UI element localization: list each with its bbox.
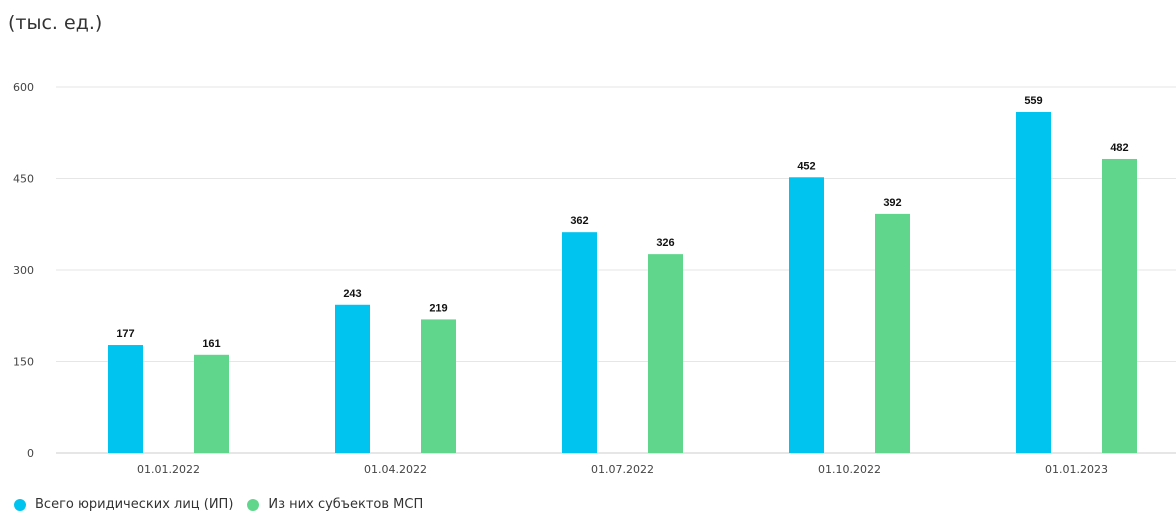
data-label: 452 <box>797 160 815 172</box>
bar-series-1[interactable] <box>335 304 370 453</box>
y-tick-label: 150 <box>13 356 34 369</box>
bars <box>108 112 1137 454</box>
bar-chart: 0 150 300 450 600 177 161 243 219 362 326 452 392 55… <box>13 81 1176 476</box>
x-tick-label: 01.07.2022 <box>591 463 654 476</box>
data-label: 482 <box>1110 142 1128 154</box>
bar-series-2[interactable] <box>648 254 683 453</box>
x-tick-label: 01.10.2022 <box>818 463 881 476</box>
legend: Всего юридических лиц (ИП) Из них субъек… <box>14 497 437 512</box>
y-axis-ticks: 0 150 300 450 600 <box>13 81 34 460</box>
x-tick-label: 01.04.2022 <box>364 463 427 476</box>
x-tick-label: 01.01.2023 <box>1045 463 1108 476</box>
bar-series-2[interactable] <box>421 319 456 453</box>
bar-series-2[interactable] <box>1102 158 1137 454</box>
bar-series-1[interactable] <box>562 232 597 453</box>
data-label: 326 <box>656 237 674 249</box>
legend-label: Всего юридических лиц (ИП) <box>35 497 234 512</box>
y-tick-label: 450 <box>13 173 34 186</box>
y-tick-label: 300 <box>13 264 34 277</box>
data-labels: 177 161 243 219 362 326 452 392 559 482 <box>116 95 1128 350</box>
y-tick-label: 600 <box>13 81 34 94</box>
data-label: 161 <box>202 338 220 350</box>
legend-item-series-1[interactable]: Всего юридических лиц (ИП) <box>14 497 233 512</box>
bar-series-1[interactable] <box>108 345 143 453</box>
data-label: 362 <box>570 215 588 227</box>
bar-series-1[interactable] <box>1016 112 1051 453</box>
data-label: 559 <box>1024 95 1042 107</box>
unit-label: (тыс. ед.) <box>8 12 103 34</box>
data-label: 219 <box>429 302 447 314</box>
data-label: 243 <box>343 288 361 300</box>
legend-marker-icon <box>247 498 260 511</box>
legend-marker-icon <box>14 498 26 511</box>
bar-series-2[interactable] <box>194 354 229 453</box>
bar-series-2[interactable] <box>875 213 910 453</box>
y-tick-label: 0 <box>27 447 34 460</box>
x-axis-ticks: 01.01.2022 01.04.2022 01.07.2022 01.10.2022… <box>137 463 1108 476</box>
legend-label: Из них субъектов МСП <box>268 497 424 512</box>
legend-item-series-2[interactable]: Из них субъектов МСП <box>247 497 423 512</box>
grid-lines <box>56 86 1176 454</box>
bar-series-1[interactable] <box>789 177 824 453</box>
data-label: 392 <box>883 197 901 209</box>
data-label: 177 <box>116 328 134 340</box>
x-tick-label: 01.01.2022 <box>137 463 200 476</box>
